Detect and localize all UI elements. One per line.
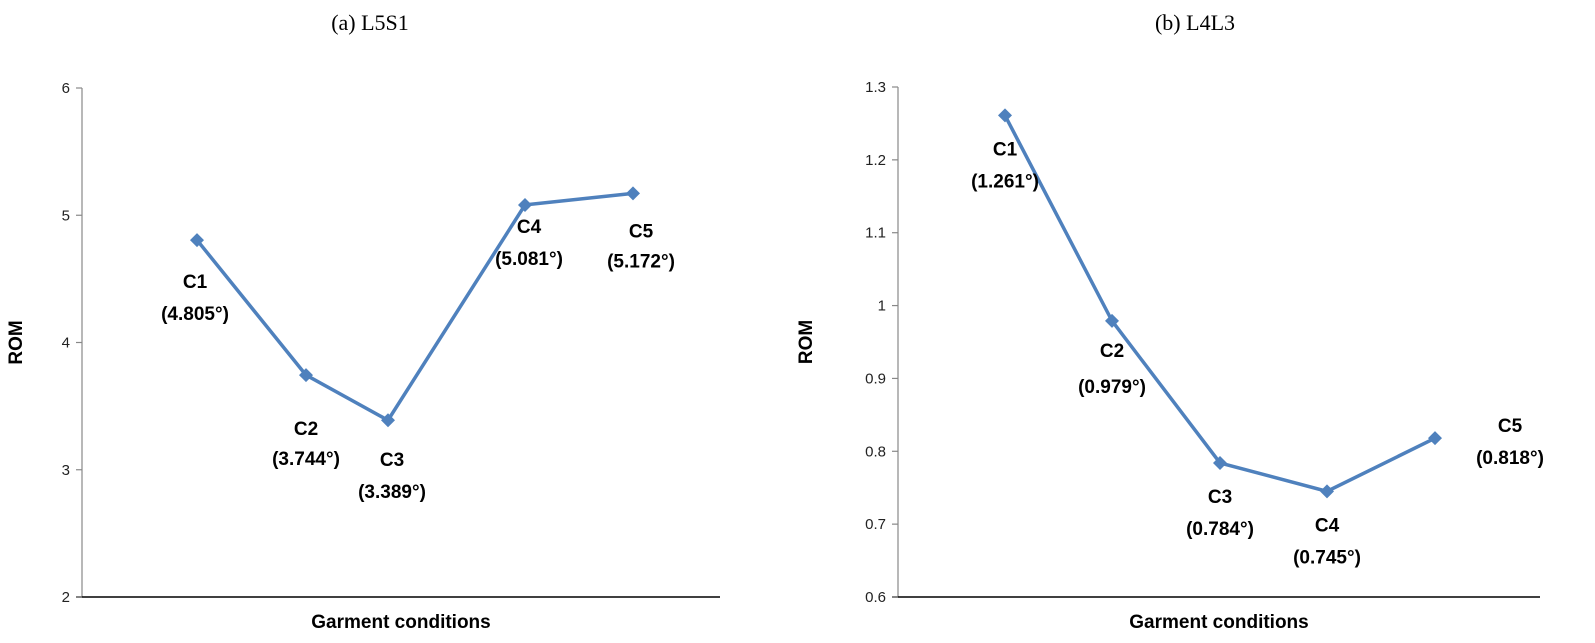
x-axis-label: Garment conditions: [311, 612, 490, 633]
data-label: (3.744°): [272, 449, 340, 470]
chart-panel-1: (a) L5S1 2 3 4 5 6 ROM Garment conditions C1 (4.8…: [6, 10, 720, 633]
y-tick-label: 5: [62, 207, 70, 224]
data-point-C2: [299, 368, 313, 383]
data-label: (4.805°): [161, 304, 229, 325]
y-tick-label: 1.1: [865, 225, 886, 242]
data-label: (0.979°): [1078, 377, 1146, 398]
data-point-C5: [1428, 431, 1442, 446]
y-tick-label: 0.8: [865, 443, 886, 460]
chart-title: (b) L4L3: [1155, 10, 1235, 35]
y-tick-label: 1: [878, 298, 886, 315]
category-label: C1: [993, 139, 1018, 160]
category-label: C4: [517, 217, 542, 238]
series-line: [195, 191, 634, 423]
y-axis-label: ROM: [6, 320, 27, 364]
category-label: C3: [380, 450, 404, 471]
data-point-C3: [381, 413, 395, 428]
y-tick-label: 0.6: [865, 589, 886, 606]
chart-panel-2: (b) L4L3 0.6 0.7 0.8 0.9 1 1.1 1.2 1.3 ROM Garment…: [796, 10, 1544, 633]
x-axis-label: Garment conditions: [1129, 612, 1308, 633]
y-tick-label: 1.3: [865, 79, 886, 96]
data-label: (0.818°): [1476, 448, 1544, 469]
data-label: (0.745°): [1293, 547, 1361, 568]
data-label: (5.172°): [607, 251, 675, 272]
category-label: C2: [1100, 341, 1124, 362]
y-tick-label: 0.7: [865, 516, 886, 533]
category-label: C2: [294, 419, 318, 440]
y-tick-label: 2: [62, 589, 70, 606]
y-tick-label: 6: [62, 80, 70, 97]
data-point-C1: [190, 233, 204, 248]
data-label: (0.784°): [1186, 519, 1254, 540]
category-label: C3: [1208, 487, 1232, 508]
series-line: [1003, 114, 1436, 494]
data-label: (3.389°): [358, 482, 426, 503]
data-label: (1.261°): [971, 171, 1039, 192]
data-label: (5.081°): [495, 249, 563, 270]
y-tick-label: 3: [62, 462, 70, 479]
y-tick-label: 4: [62, 335, 70, 352]
category-label: C5: [629, 221, 654, 242]
data-point-C3: [1213, 455, 1227, 470]
category-label: C5: [1498, 416, 1523, 437]
category-label: C4: [1315, 515, 1340, 536]
data-point-C4: [1320, 484, 1334, 499]
data-point-C1: [998, 108, 1012, 123]
y-tick-label: 1.2: [865, 152, 886, 169]
chart-title: (a) L5S1: [331, 10, 409, 35]
category-label: C1: [183, 272, 208, 293]
data-point-C2: [1105, 313, 1119, 328]
data-point-C4: [518, 197, 532, 212]
y-axis-label: ROM: [796, 320, 817, 364]
data-point-C5: [626, 186, 640, 201]
y-tick-label: 0.9: [865, 370, 886, 387]
